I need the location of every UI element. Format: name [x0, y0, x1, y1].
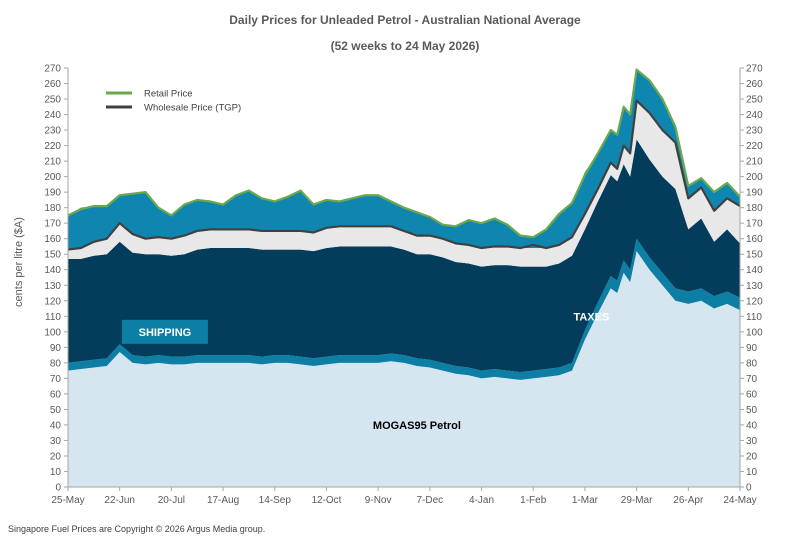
y-tick-label-right: 160: [746, 234, 763, 245]
x-tick-label: 29-Mar: [621, 495, 653, 506]
y-tick-label-left: 30: [50, 436, 62, 447]
y-tick-label-right: 50: [746, 405, 758, 416]
y-tick-label-left: 270: [44, 64, 61, 75]
y-tick-label-left: 100: [44, 327, 61, 338]
y-tick-label-right: 80: [746, 358, 758, 369]
x-tick-label: 26-Apr: [673, 495, 704, 506]
copyright-note: Singapore Fuel Prices are Copyright © 20…: [8, 524, 265, 534]
y-tick-label-right: 170: [746, 219, 763, 230]
x-tick-label: 12-Oct: [311, 495, 341, 506]
band-mogas95-petrol: [68, 251, 740, 487]
y-tick-label-right: 100: [746, 327, 763, 338]
y-tick-label-right: 30: [746, 436, 758, 447]
y-tick-label-left: 120: [44, 296, 61, 307]
y-tick-label-left: 260: [44, 79, 61, 90]
x-tick-label: 9-Nov: [365, 495, 392, 506]
x-tick-label: 1-Mar: [572, 495, 599, 506]
line-wholesale-price-tgp-: [67, 99, 741, 251]
y-ticks-left: 0 10 20 30 40 50 60 70 80 90 100 110 120 130 140 150 160…: [44, 64, 68, 494]
x-tick-label: 7-Dec: [417, 495, 444, 506]
y-tick-label-left: 150: [44, 250, 61, 261]
y-tick-label-left: 130: [44, 281, 61, 292]
legend-label: Retail Price: [144, 89, 193, 100]
x-tick-label: 1-Feb: [520, 495, 547, 506]
y-tick-label-right: 180: [746, 203, 763, 214]
y-tick-label-left: 60: [50, 389, 62, 400]
band-margin: [68, 100, 740, 267]
x-tick-label: 4-Jan: [469, 495, 494, 506]
y-tick-label-left: 230: [44, 126, 61, 137]
y-tick-label-right: 260: [746, 79, 763, 90]
band-label-mogas95-petrol: MOGAS95 Petrol: [373, 420, 461, 432]
y-tick-label-left: 0: [55, 483, 61, 494]
y-tick-label-left: 180: [44, 203, 61, 214]
y-tick-label-left: 140: [44, 265, 61, 276]
x-tick-label: 25-May: [51, 495, 84, 506]
y-tick-label-right: 270: [746, 64, 763, 75]
y-tick-label-left: 20: [50, 451, 62, 462]
y-tick-label-right: 90: [746, 343, 758, 354]
y-tick-label-right: 60: [746, 389, 758, 400]
y-tick-label-right: 150: [746, 250, 763, 261]
y-tick-label-right: 40: [746, 420, 758, 431]
y-tick-label-right: 220: [746, 141, 763, 152]
y-tick-label-right: 0: [746, 483, 752, 494]
band-labels: SHIPPING TAXES MOGAS95 Petrol: [121, 311, 609, 432]
y-tick-label-right: 190: [746, 188, 763, 199]
chart-subtitle: (52 weeks to 24 May 2026): [331, 39, 480, 53]
chart-title: Daily Prices for Unleaded Petrol - Austr…: [229, 13, 581, 27]
stacked-areas: [68, 69, 740, 487]
y-tick-label-right: 20: [746, 451, 758, 462]
y-tick-label-left: 80: [50, 358, 62, 369]
y-tick-label-right: 10: [746, 467, 758, 478]
y-tick-label-left: 70: [50, 374, 62, 385]
price-lines: [67, 68, 741, 251]
y-tick-label-left: 190: [44, 188, 61, 199]
y-tick-label-right: 230: [746, 126, 763, 137]
axes: [67, 68, 741, 488]
x-tick-label: 14-Sep: [259, 495, 292, 506]
y-tick-label-left: 220: [44, 141, 61, 152]
y-tick-label-right: 120: [746, 296, 763, 307]
y-tick-label-left: 210: [44, 157, 61, 168]
y-tick-label-right: 200: [746, 172, 763, 183]
y-tick-label-right: 130: [746, 281, 763, 292]
y-tick-label-left: 40: [50, 420, 62, 431]
x-tick-label: 24-May: [723, 495, 756, 506]
legend: Retail Price Wholesale Price (TGP): [106, 89, 241, 114]
band-label-shipping: SHIPPING: [139, 327, 192, 339]
y-tick-label-right: 240: [746, 110, 763, 121]
x-tick-label: 17-Aug: [207, 495, 239, 506]
y-tick-label-left: 170: [44, 219, 61, 230]
y-tick-label-left: 240: [44, 110, 61, 121]
y-tick-label-left: 90: [50, 343, 62, 354]
x-ticks: 25-May 22-Jun 20-Jul 17-Aug 14-Sep 12-Oct 9-No…: [51, 487, 757, 506]
y-ticks-right: 0 10 20 30 40 50 60 70 80 90 100 110 120 130 140 150 160…: [740, 64, 763, 494]
y-tick-label-right: 70: [746, 374, 758, 385]
y-axis-label: cents per litre ($A): [13, 217, 25, 307]
shipping-label-box: [121, 319, 208, 344]
line-retail-price: [67, 68, 741, 239]
y-tick-label-left: 50: [50, 405, 62, 416]
y-tick-label-left: 200: [44, 172, 61, 183]
y-tick-label-left: 10: [50, 467, 62, 478]
band-retail-margin: [68, 69, 740, 250]
x-tick-label: 20-Jul: [158, 495, 185, 506]
band-taxes: [68, 139, 740, 373]
y-tick-label-right: 110: [746, 312, 762, 323]
y-tick-label-left: 160: [44, 234, 61, 245]
legend-label: Wholesale Price (TGP): [144, 103, 241, 114]
y-tick-label-right: 210: [746, 157, 763, 168]
band-label-taxes: TAXES: [573, 311, 609, 323]
y-tick-label-left: 250: [44, 95, 61, 106]
x-tick-label: 22-Jun: [104, 495, 135, 506]
y-tick-label-right: 140: [746, 265, 763, 276]
y-tick-label-left: 110: [45, 312, 61, 323]
y-tick-label-right: 250: [746, 95, 763, 106]
